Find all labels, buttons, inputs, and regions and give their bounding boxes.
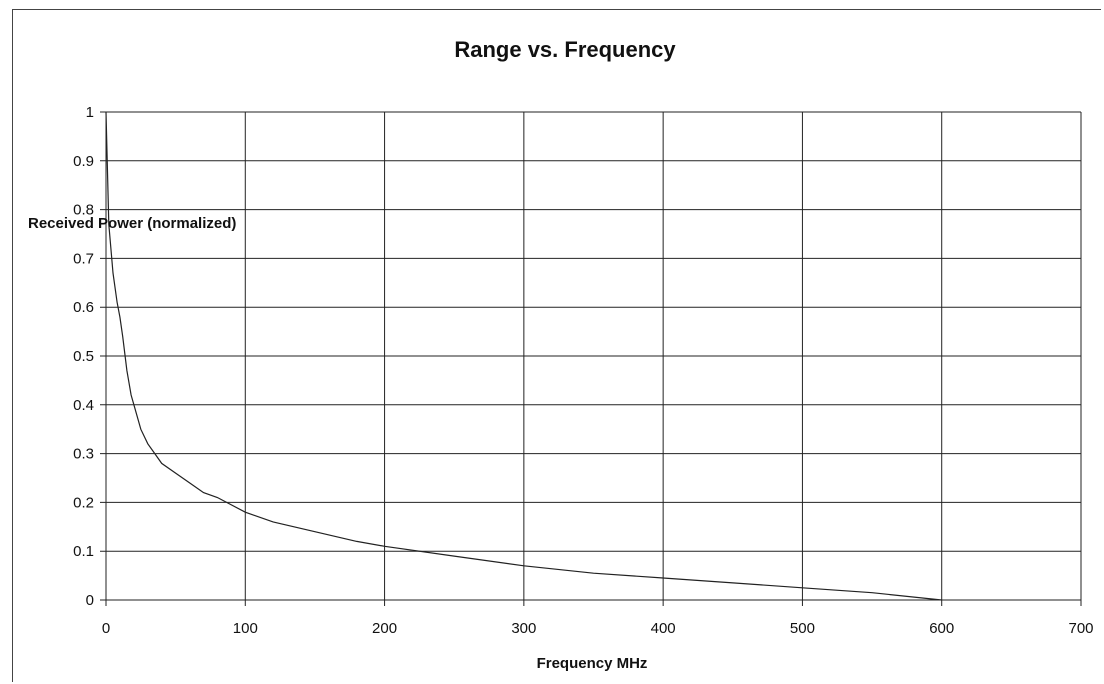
x-tick-label: 700: [1068, 620, 1093, 637]
y-tick-label: 0.1: [73, 543, 94, 560]
x-tick-label: 200: [372, 620, 397, 637]
y-tick-label: 0.4: [73, 397, 94, 414]
grid-layer: [100, 111, 1082, 606]
x-tick-label: 100: [233, 620, 258, 637]
x-tick-label: 500: [790, 620, 815, 637]
y-tick-label: 0.3: [73, 446, 94, 463]
y-tick-label: 0.7: [73, 250, 94, 267]
y-tick-label: 0.2: [73, 494, 94, 511]
x-tick-label: 300: [511, 620, 536, 637]
chart-title: Range vs. Frequency: [454, 37, 676, 62]
tick-label-layer: 0 0.1 0.2 0.3 0.4 0.5 0.6 0.7 0.8 0.9 1 0 100 200 300 4…: [73, 104, 1093, 637]
y-tick-label: 1: [86, 104, 94, 121]
x-tick-label: 600: [929, 620, 954, 637]
y-tick-label: 0: [86, 592, 94, 609]
x-axis-title: Frequency MHz: [537, 655, 648, 672]
y-tick-label: 0.8: [73, 202, 94, 219]
x-tick-label: 400: [651, 620, 676, 637]
chart-frame: [12, 9, 1101, 682]
y-tick-label: 0.5: [73, 348, 94, 365]
y-tick-label: 0.6: [73, 299, 94, 316]
x-tick-label: 0: [102, 620, 110, 637]
series-line: [105, 111, 942, 601]
y-axis-title: Received Power (normalized): [28, 215, 236, 232]
y-tick-label: 0.9: [73, 153, 94, 170]
